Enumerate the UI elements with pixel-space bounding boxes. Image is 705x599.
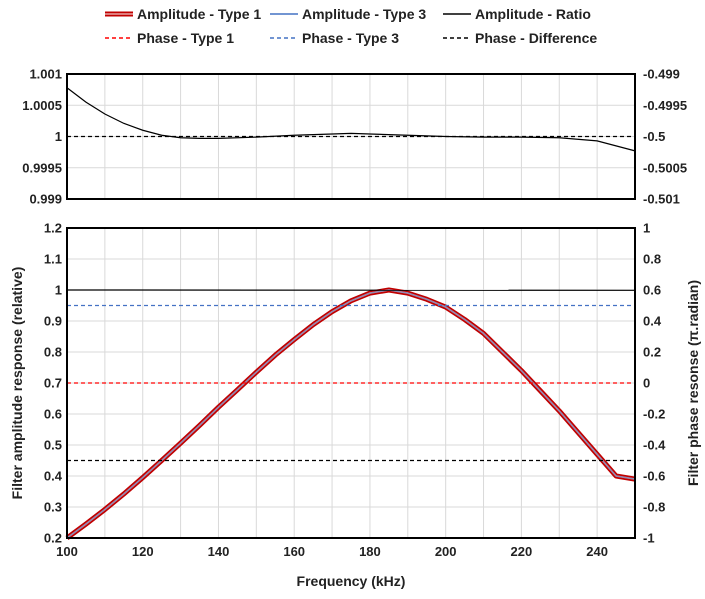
right-axis-title: Filter phase resonse (π.radian): [685, 280, 701, 486]
legend-item-amplitude-type-1-label: Amplitude - Type 1: [137, 6, 261, 22]
x-tick-label: 160: [283, 544, 305, 559]
top-panel-left-tick-label: 1.0005: [22, 98, 62, 113]
left-axis-title: Filter amplitude response (relative): [9, 267, 25, 500]
top-panel-right-tick-label: -0.5: [643, 129, 665, 144]
bottom-panel-left-tick-label: 0.3: [44, 500, 62, 515]
bottom-panel-left-tick-label: 0.7: [44, 376, 62, 391]
x-tick-label: 240: [586, 544, 608, 559]
x-tick-label: 120: [132, 544, 154, 559]
bottom-panel-right-tick-label: -0.6: [643, 469, 665, 484]
top-panel-left-tick-label: 1: [55, 129, 62, 144]
x-tick-label: 100: [56, 544, 78, 559]
x-tick-label: 220: [511, 544, 533, 559]
top-panel-left-tick-label: 0.999: [29, 192, 62, 207]
legend-item-amplitude-type-3-label: Amplitude - Type 3: [302, 6, 426, 22]
bottom-panel-left-tick-label: 0.4: [44, 469, 63, 484]
bottom-panel-left-tick-label: 0.5: [44, 438, 62, 453]
legend-item-phase-type-3-label: Phase - Type 3: [302, 30, 399, 46]
top-panel-right-tick-label: -0.501: [643, 192, 680, 207]
bottom-panel-right-tick-label: 0.4: [643, 314, 662, 329]
legend-item-phase-type-1-label: Phase - Type 1: [137, 30, 234, 46]
bottom-panel-left-tick-label: 0.9: [44, 314, 62, 329]
x-axis-title: Frequency (kHz): [297, 573, 406, 589]
bottom-panel-right-tick-label: 0.2: [643, 345, 661, 360]
x-tick-label: 180: [359, 544, 381, 559]
top-panel-right-tick-label: -0.499: [643, 67, 680, 82]
bottom-panel-left-tick-label: 0.8: [44, 345, 62, 360]
bottom-panel-right-tick-label: -0.8: [643, 500, 665, 515]
legend-item-amplitude-ratio-label: Amplitude - Ratio: [475, 6, 591, 22]
top-panel-left-tick-label: 0.9995: [22, 160, 62, 175]
bottom-panel-right-tick-label: 0: [643, 376, 650, 391]
bottom-panel-right-tick-label: -1: [643, 531, 655, 546]
bottom-panel-right-tick-label: -0.4: [643, 438, 666, 453]
top-panel-right-tick-label: -0.4995: [643, 98, 687, 113]
x-tick-label: 140: [208, 544, 230, 559]
bottom-panel-right-tick-label: 1: [643, 221, 650, 236]
bottom-panel-left-tick-label: 1: [55, 283, 62, 298]
legend-item-phase-difference-label: Phase - Difference: [475, 30, 597, 46]
bottom-panel-right-tick-label: 0.6: [643, 283, 661, 298]
bottom-panel-left-tick-label: 0.6: [44, 407, 62, 422]
bottom-panel-right-tick-label: -0.2: [643, 407, 665, 422]
top-panel-right-tick-label: -0.5005: [643, 160, 687, 175]
x-tick-label: 200: [435, 544, 457, 559]
bottom-panel-left-tick-label: 1.1: [44, 252, 62, 267]
top-panel-left-tick-label: 1.001: [29, 67, 62, 82]
top-panel-series-amplitude-ratio: [67, 88, 635, 151]
bottom-panel-left-tick-label: 1.2: [44, 221, 62, 236]
bottom-panel-right-tick-label: 0.8: [643, 252, 661, 267]
